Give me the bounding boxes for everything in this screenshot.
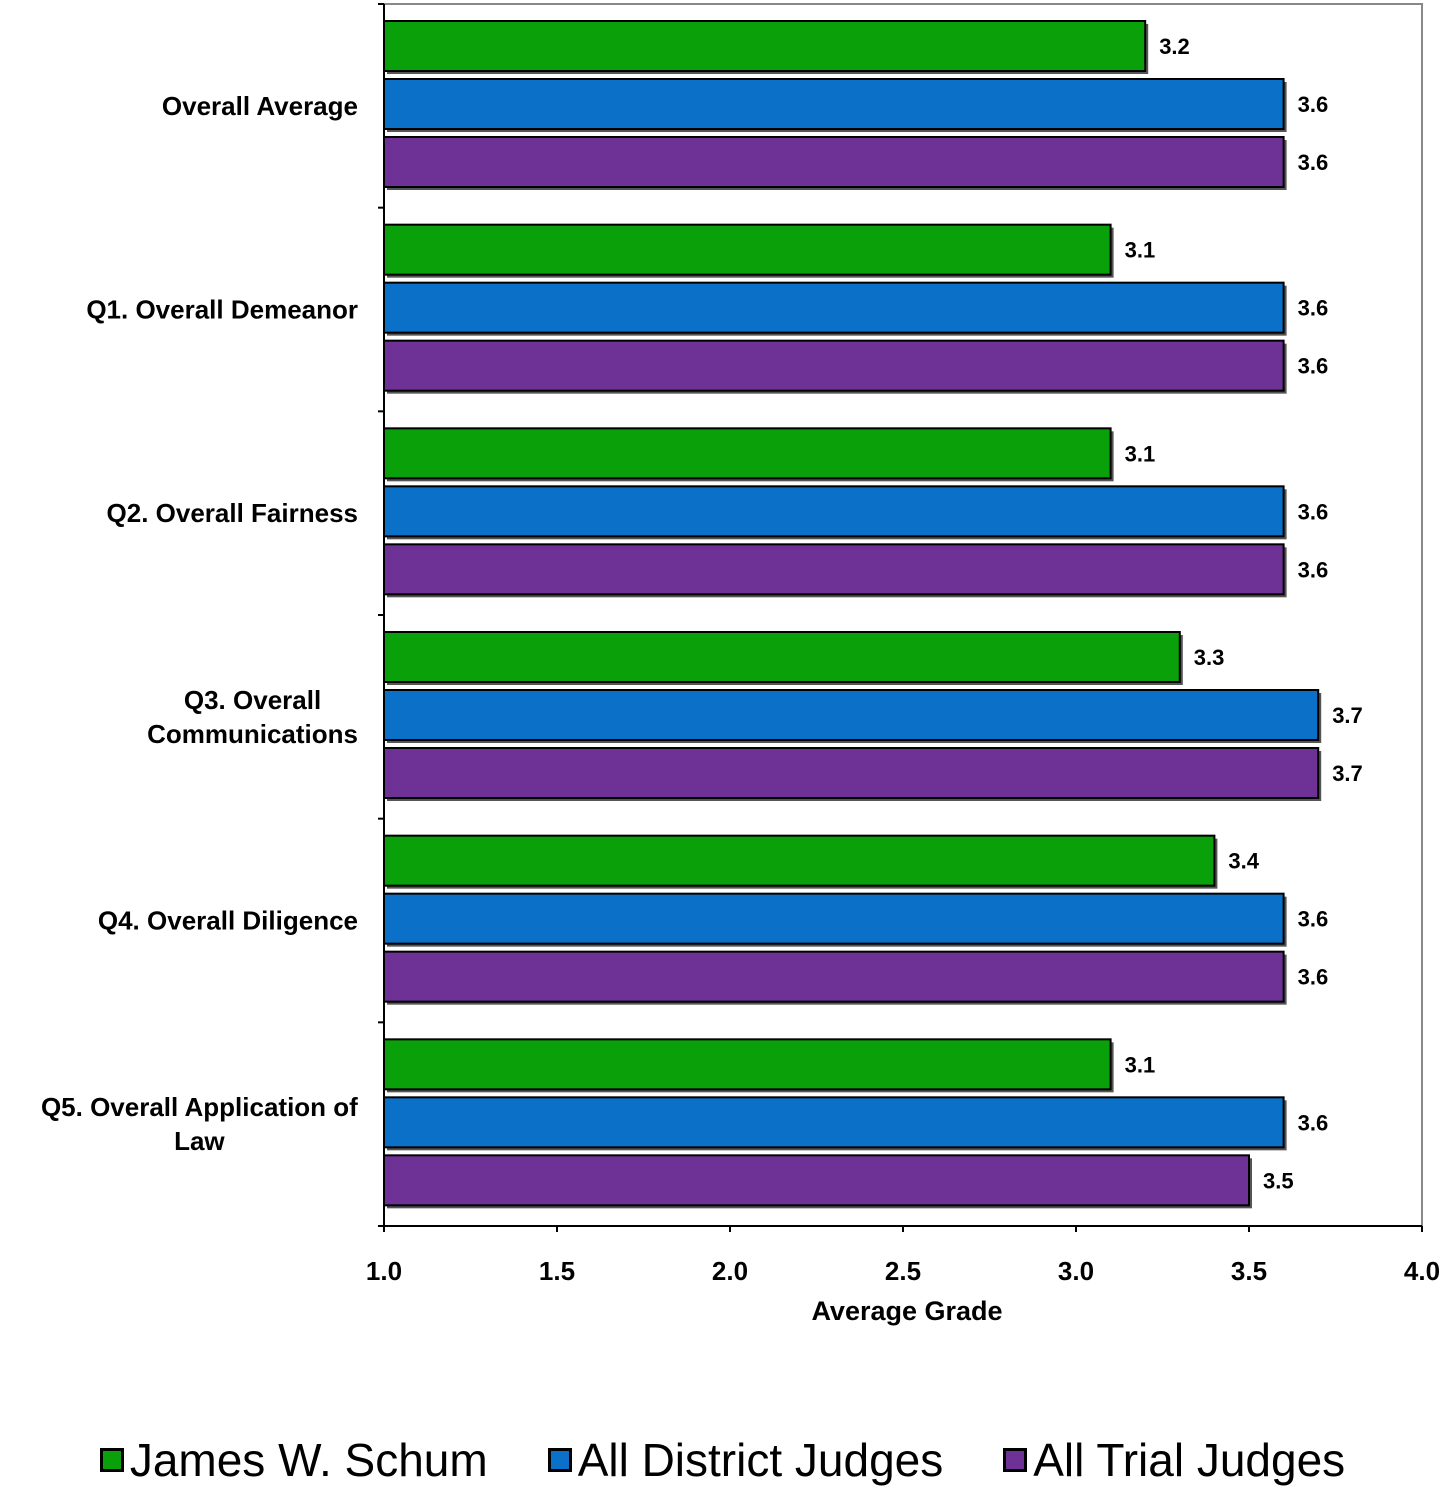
legend-label: All District Judges xyxy=(577,1433,944,1486)
legend: James W. Schum All District Judges All Tri… xyxy=(0,1432,1445,1487)
bar-all-trial-judges xyxy=(383,950,1285,1003)
data-label: 3.7 xyxy=(1332,703,1363,728)
category-label-line: Q5. Overall Application of xyxy=(41,1092,358,1122)
data-label: 3.6 xyxy=(1298,92,1329,117)
data-label: 3.6 xyxy=(1298,965,1329,990)
bar-james-w-schum xyxy=(383,834,1216,887)
data-label: 3.1 xyxy=(1125,1052,1156,1077)
data-label: 3.3 xyxy=(1194,645,1225,670)
legend-swatch xyxy=(547,1447,572,1472)
x-tick-label: 3.0 xyxy=(1058,1256,1094,1286)
category-label-line: Q4. Overall Diligence xyxy=(98,906,358,936)
bar-all-trial-judges xyxy=(383,339,1285,392)
bar-all-district-judges xyxy=(383,485,1285,538)
x-tick-label: 1.5 xyxy=(539,1256,575,1286)
category-label-line: Q1. Overall Demeanor xyxy=(86,295,358,325)
data-label: 3.1 xyxy=(1125,238,1156,263)
data-label: 3.5 xyxy=(1263,1168,1294,1193)
x-tick-label: 2.5 xyxy=(885,1256,921,1286)
data-label: 3.6 xyxy=(1298,499,1329,524)
x-axis-title: Average Grade xyxy=(811,1296,1002,1326)
legend-item: James W. Schum xyxy=(99,1433,488,1486)
bar-all-district-judges xyxy=(383,1096,1285,1149)
data-label: 3.2 xyxy=(1159,34,1190,59)
category-label: Overall Average xyxy=(162,91,358,121)
bar-all-district-judges xyxy=(383,892,1285,945)
category-label: Q5. Overall Application of Law xyxy=(41,1092,358,1156)
data-label: 3.6 xyxy=(1298,296,1329,321)
bar-james-w-schum xyxy=(383,1038,1112,1091)
x-tick-label: 2.0 xyxy=(712,1256,748,1286)
data-label: 3.6 xyxy=(1298,557,1329,582)
data-label: 3.1 xyxy=(1125,441,1156,466)
bar-james-w-schum xyxy=(383,20,1147,72)
legend-label: All Trial Judges xyxy=(1033,1433,1346,1486)
category-label: Q3. Overall Communications xyxy=(147,685,358,749)
bar-chart: 3.2 3.6 3.6 3.1 3.6 3.6 3.1 3.6 3.6 3.3 3.7 3.7 3.4 3… xyxy=(41,3,1440,1326)
legend-label: James W. Schum xyxy=(129,1433,488,1486)
legend-item: All District Judges xyxy=(547,1433,944,1486)
category-label-line: Law xyxy=(174,1126,225,1156)
data-label: 3.6 xyxy=(1298,354,1329,379)
category-label: Q2. Overall Fairness xyxy=(107,498,358,528)
data-label: 3.6 xyxy=(1298,1110,1329,1135)
data-label: 3.4 xyxy=(1228,849,1259,874)
category-label-line: Q2. Overall Fairness xyxy=(107,498,358,528)
bar-james-w-schum xyxy=(383,427,1112,480)
category-label-line: Communications xyxy=(147,719,358,749)
bar-james-w-schum xyxy=(383,223,1112,276)
category-label-line: Q3. Overall xyxy=(184,685,321,715)
legend-swatch xyxy=(1003,1447,1028,1472)
bar-all-trial-judges xyxy=(383,136,1285,188)
data-label: 3.6 xyxy=(1298,150,1329,175)
legend-item: All Trial Judges xyxy=(1003,1437,1345,1483)
x-tick-label: 4.0 xyxy=(1404,1256,1440,1286)
bar-all-trial-judges xyxy=(383,543,1285,596)
bar-all-district-judges xyxy=(383,689,1320,741)
bar-all-district-judges xyxy=(383,78,1285,130)
category-label: Q1. Overall Demeanor xyxy=(86,295,358,325)
category-label: Q4. Overall Diligence xyxy=(98,906,358,936)
bar-james-w-schum xyxy=(383,631,1181,683)
bar-all-trial-judges xyxy=(383,1154,1250,1207)
bar-all-trial-judges xyxy=(383,747,1320,799)
bar-all-district-judges xyxy=(383,281,1285,334)
x-tick-label: 3.5 xyxy=(1231,1256,1267,1286)
legend-swatch xyxy=(99,1447,124,1472)
category-label-line: Overall Average xyxy=(162,91,358,121)
data-label: 3.7 xyxy=(1332,761,1363,786)
data-label: 3.6 xyxy=(1298,907,1329,932)
x-tick-label: 1.0 xyxy=(366,1256,402,1286)
